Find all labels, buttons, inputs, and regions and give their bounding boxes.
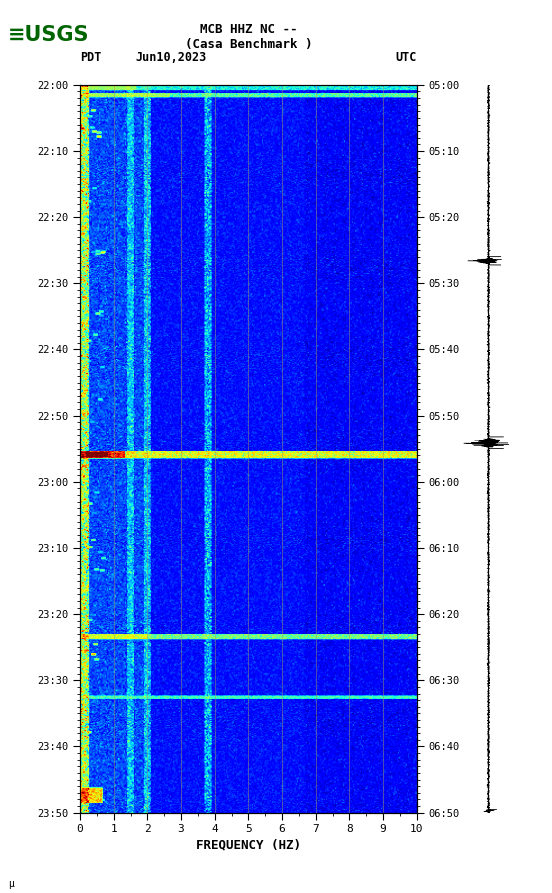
Text: (Casa Benchmark ): (Casa Benchmark ) [185,38,312,51]
Text: Jun10,2023: Jun10,2023 [135,51,206,64]
Text: MCB HHZ NC --: MCB HHZ NC -- [200,22,297,36]
Text: UTC: UTC [395,51,417,64]
Text: ≡USGS: ≡USGS [8,25,90,45]
Text: PDT: PDT [80,51,102,64]
X-axis label: FREQUENCY (HZ): FREQUENCY (HZ) [196,839,301,852]
Text: μ: μ [8,879,14,889]
